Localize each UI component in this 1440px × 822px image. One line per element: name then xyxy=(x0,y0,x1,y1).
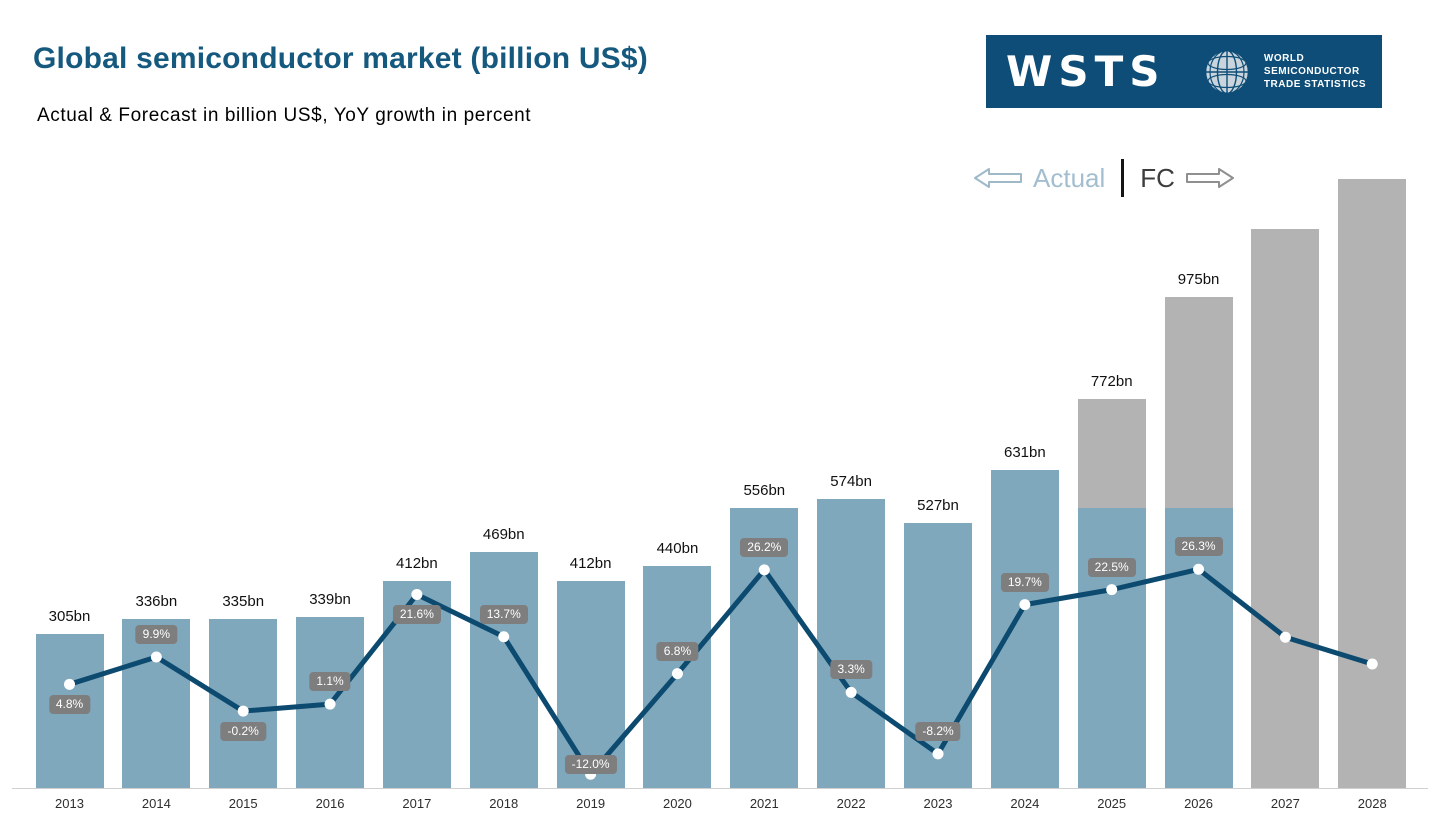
bar-2015 xyxy=(209,619,278,788)
bar-2025-actual xyxy=(1077,508,1146,788)
bar-2014 xyxy=(122,619,191,788)
bar-value-label-2015: 335bn xyxy=(222,593,265,610)
bar-value-label-2019: 412bn xyxy=(569,555,612,572)
bar-2024 xyxy=(990,470,1059,788)
year-label-2019: 2019 xyxy=(576,796,606,811)
bar-value-label-2021: 556bn xyxy=(743,482,786,499)
bar-2027 xyxy=(1251,229,1320,788)
growth-badge-2015: -0.2% xyxy=(220,722,266,742)
wsts-logo: WSTS WORLD SEMICONDUCTOR TRADE STATISTIC… xyxy=(986,35,1382,108)
year-label-2024: 2024 xyxy=(1010,796,1040,811)
growth-badge-2024: 19.7% xyxy=(1000,572,1049,592)
growth-badge-2016: 1.1% xyxy=(309,672,351,692)
bar-value-label-2024: 631bn xyxy=(1003,444,1046,461)
wsts-wordmark: WSTS xyxy=(1006,46,1166,96)
bar-value-label-2014: 336bn xyxy=(135,593,178,610)
bar-2016 xyxy=(296,617,365,788)
growth-badge-2013: 4.8% xyxy=(48,695,91,715)
growth-badge-2021: 26.2% xyxy=(740,537,789,557)
growth-badge-2019: -12.0% xyxy=(564,755,617,775)
year-label-2017: 2017 xyxy=(402,796,432,811)
arrow-left-icon xyxy=(974,168,1022,188)
bar-value-label-2023: 527bn xyxy=(917,497,959,514)
year-label-2016: 2016 xyxy=(315,796,345,811)
growth-badge-2025: 22.5% xyxy=(1087,557,1136,577)
year-label-2025: 2025 xyxy=(1097,796,1127,811)
bar-value-label-2026: 975bn xyxy=(1177,271,1220,288)
year-label-2026: 2026 xyxy=(1184,796,1213,811)
bar-value-label-2020: 440bn xyxy=(656,540,699,557)
legend-divider xyxy=(1121,159,1125,197)
bar-2023 xyxy=(904,523,972,788)
growth-badge-2018: 13.7% xyxy=(479,604,528,624)
year-label-2015: 2015 xyxy=(228,796,258,811)
wsts-org-name: WORLD SEMICONDUCTOR TRADE STATISTICS xyxy=(1263,53,1366,90)
year-label-2020: 2020 xyxy=(662,796,692,811)
bar-value-label-2018: 469bn xyxy=(482,526,525,543)
year-label-2028: 2028 xyxy=(1357,796,1387,811)
bar-2020 xyxy=(643,566,712,788)
bar-2028 xyxy=(1338,179,1407,788)
year-label-2027: 2027 xyxy=(1270,796,1300,811)
growth-badge-2020: 6.8% xyxy=(656,641,699,661)
year-label-2013: 2013 xyxy=(55,796,84,811)
growth-badge-2014: 9.9% xyxy=(135,625,178,645)
page-title: Global semiconductor market (billion US$… xyxy=(33,42,648,75)
year-label-2022: 2022 xyxy=(836,796,866,811)
year-label-2014: 2014 xyxy=(141,796,171,811)
year-label-2023: 2023 xyxy=(923,796,953,811)
year-label-2018: 2018 xyxy=(489,796,519,811)
legend-actual-label: Actual xyxy=(1033,162,1106,193)
arrow-right-icon xyxy=(1185,168,1234,188)
actual-fc-legend: Actual FC xyxy=(973,158,1235,198)
growth-badge-2017: 21.6% xyxy=(392,605,441,625)
bar-value-label-2016: 339bn xyxy=(309,591,351,608)
year-label-2021: 2021 xyxy=(749,796,779,811)
growth-badge-2026: 26.3% xyxy=(1174,537,1223,557)
globe-icon xyxy=(1204,49,1250,94)
legend-fc-label: FC xyxy=(1140,162,1175,193)
chart-plot: 305bn 2013 4.8% 336bn 2014 9.9% 335bn 2015 -0.2%… xyxy=(0,140,1440,822)
growth-badge-2023: -8.2% xyxy=(915,721,961,741)
bar-value-label-2022: 574bn xyxy=(830,473,872,490)
bar-value-label-2017: 412bn xyxy=(396,555,438,572)
bar-value-label-2025: 772bn xyxy=(1090,373,1133,390)
growth-badge-2022: 3.3% xyxy=(830,660,872,680)
bar-2018 xyxy=(469,552,538,788)
x-axis-line xyxy=(12,788,1428,789)
bar-value-label-2013: 305bn xyxy=(48,608,91,625)
bar-2022 xyxy=(817,499,886,788)
page-subtitle: Actual & Forecast in billion US$, YoY gr… xyxy=(37,105,532,126)
